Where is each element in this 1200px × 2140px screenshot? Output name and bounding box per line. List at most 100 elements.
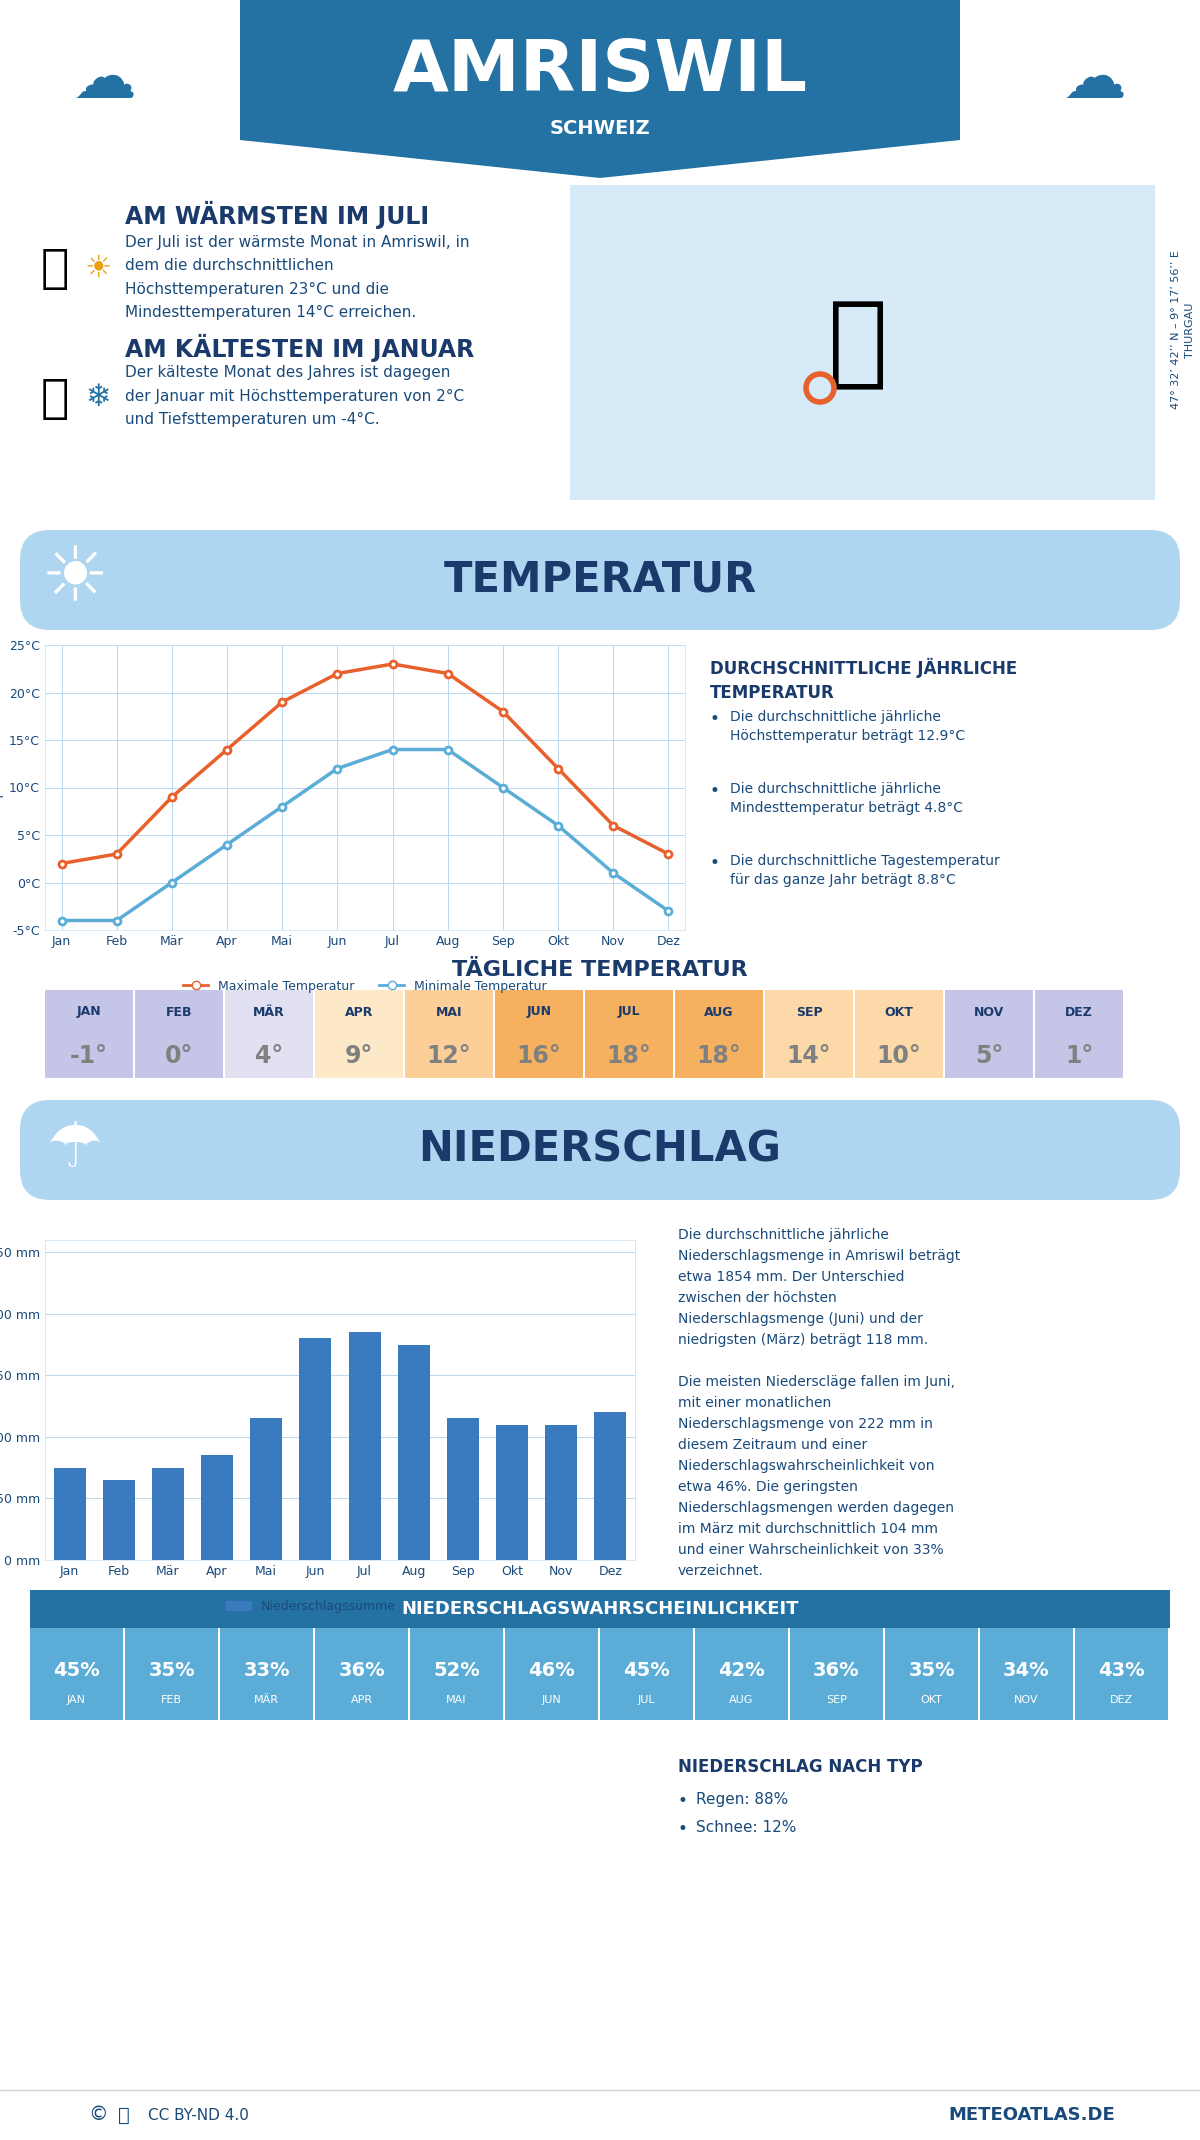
Text: MAI: MAI [436,1006,462,1019]
Text: 12°: 12° [427,1044,472,1068]
Text: JAN: JAN [77,1006,101,1019]
Text: JUN: JUN [527,1006,552,1019]
Text: SCHWEIZ: SCHWEIZ [550,118,650,137]
Text: NIEDERSCHLAG: NIEDERSCHLAG [419,1130,781,1171]
Bar [446,1419,479,1560]
Text: JUN: JUN [541,1695,562,1706]
Text: ⓘ: ⓘ [118,2106,130,2125]
FancyBboxPatch shape [226,1034,313,1079]
FancyBboxPatch shape [946,1034,1033,1079]
FancyBboxPatch shape [410,1629,503,1721]
Text: NOV: NOV [1014,1695,1039,1706]
FancyBboxPatch shape [30,1590,1170,1629]
Text: Mindesttemperatur beträgt 4.8°C: Mindesttemperatur beträgt 4.8°C [730,800,964,815]
Text: Niederschlagsmenge von 222 mm in: Niederschlagsmenge von 222 mm in [678,1417,932,1432]
Text: 🌍: 🌍 [828,297,888,394]
FancyBboxPatch shape [20,1100,1180,1201]
Text: Die durchschnittliche jährliche: Die durchschnittliche jährliche [730,781,941,796]
Text: DEZ: DEZ [1110,1695,1133,1706]
Text: -1°: -1° [70,1044,108,1068]
Text: 5°: 5° [974,1044,1003,1068]
Text: 18°: 18° [607,1044,652,1068]
Text: ☁: ☁ [73,49,137,111]
FancyBboxPatch shape [406,1034,493,1079]
Text: AUG: AUG [730,1695,754,1706]
Text: FEB: FEB [166,1006,192,1019]
Legend: Niederschlagssumme: Niederschlagssumme [221,1594,401,1618]
Text: OKT: OKT [920,1695,942,1706]
Text: Niederschlagsmenge (Juni) und der: Niederschlagsmenge (Juni) und der [678,1312,923,1327]
FancyBboxPatch shape [766,1034,853,1079]
Text: 35%: 35% [908,1661,955,1680]
Text: Der Juli ist der wärmste Monat in Amriswil, in: Der Juli ist der wärmste Monat in Amrisw… [125,235,469,250]
FancyBboxPatch shape [766,991,853,1034]
Text: Höchsttemperaturen 23°C und die: Höchsttemperaturen 23°C und die [125,282,389,297]
FancyBboxPatch shape [980,1629,1073,1721]
FancyBboxPatch shape [1034,991,1123,1034]
Text: mit einer monatlichen: mit einer monatlichen [678,1395,832,1410]
FancyBboxPatch shape [134,1034,223,1079]
FancyBboxPatch shape [674,1034,763,1079]
Text: 🌡: 🌡 [41,248,70,293]
FancyBboxPatch shape [46,991,133,1034]
Text: Die durchschnittliche jährliche: Die durchschnittliche jährliche [678,1228,889,1241]
Text: JUL: JUL [637,1695,655,1706]
Text: MÄR: MÄR [253,1006,284,1019]
Text: 9°: 9° [344,1044,373,1068]
FancyBboxPatch shape [790,1629,883,1721]
Bar [397,1344,430,1560]
Bar [545,1425,577,1560]
Text: ©: © [88,2106,108,2125]
Text: etwa 1854 mm. Der Unterschied: etwa 1854 mm. Der Unterschied [678,1269,905,1284]
Text: JUL: JUL [618,1006,641,1019]
Text: •: • [678,1819,688,1838]
Text: 45%: 45% [623,1661,670,1680]
Text: ☂: ☂ [47,1119,103,1179]
Text: •: • [710,854,720,871]
FancyBboxPatch shape [886,1629,978,1721]
FancyBboxPatch shape [46,1034,133,1079]
FancyBboxPatch shape [586,991,673,1034]
FancyBboxPatch shape [496,991,583,1034]
Text: 10°: 10° [877,1044,922,1068]
Bar [251,1419,282,1560]
Text: 16°: 16° [517,1044,562,1068]
FancyBboxPatch shape [1034,1034,1123,1079]
Text: 36%: 36% [814,1661,860,1680]
FancyBboxPatch shape [0,175,1200,509]
FancyBboxPatch shape [505,1629,598,1721]
Text: dem die durchschnittlichen: dem die durchschnittlichen [125,259,334,274]
Legend: Maximale Temperatur, Minimale Temperatur: Maximale Temperatur, Minimale Temperatur [178,976,552,997]
Text: 18°: 18° [697,1044,742,1068]
Text: TEMPERATUR: TEMPERATUR [443,559,757,601]
Text: SEP: SEP [826,1695,847,1706]
Text: 35%: 35% [148,1661,194,1680]
FancyBboxPatch shape [1075,1629,1168,1721]
FancyBboxPatch shape [674,991,763,1034]
Text: •: • [678,1791,688,1810]
FancyBboxPatch shape [854,1034,943,1079]
FancyBboxPatch shape [0,0,1200,175]
Text: JAN: JAN [67,1695,86,1706]
Text: APR: APR [344,1006,373,1019]
Text: NOV: NOV [974,1006,1004,1019]
Bar [103,1481,134,1560]
Text: TÄGLICHE TEMPERATUR: TÄGLICHE TEMPERATUR [452,961,748,980]
Text: AM WÄRMSTEN IM JULI: AM WÄRMSTEN IM JULI [125,201,430,229]
Text: 0°: 0° [164,1044,193,1068]
Text: diesem Zeitraum und einer: diesem Zeitraum und einer [678,1438,868,1453]
Bar [54,1468,85,1560]
Text: Die durchschnittliche jährliche: Die durchschnittliche jährliche [730,710,941,723]
Bar [496,1425,528,1560]
FancyBboxPatch shape [134,991,223,1034]
FancyBboxPatch shape [496,1034,583,1079]
Text: OKT: OKT [884,1006,913,1019]
FancyBboxPatch shape [314,1629,408,1721]
Text: DURCHSCHNITTLICHE JÄHRLICHE
TEMPERATUR: DURCHSCHNITTLICHE JÄHRLICHE TEMPERATUR [710,657,1018,702]
Text: METEOATLAS.DE: METEOATLAS.DE [948,2106,1115,2125]
Text: Schnee: 12%: Schnee: 12% [696,1819,797,1834]
Text: verzeichnet.: verzeichnet. [678,1564,763,1577]
Text: MÄR: MÄR [254,1695,278,1706]
FancyBboxPatch shape [406,991,493,1034]
Text: im März mit durchschnittlich 104 mm: im März mit durchschnittlich 104 mm [678,1522,938,1537]
